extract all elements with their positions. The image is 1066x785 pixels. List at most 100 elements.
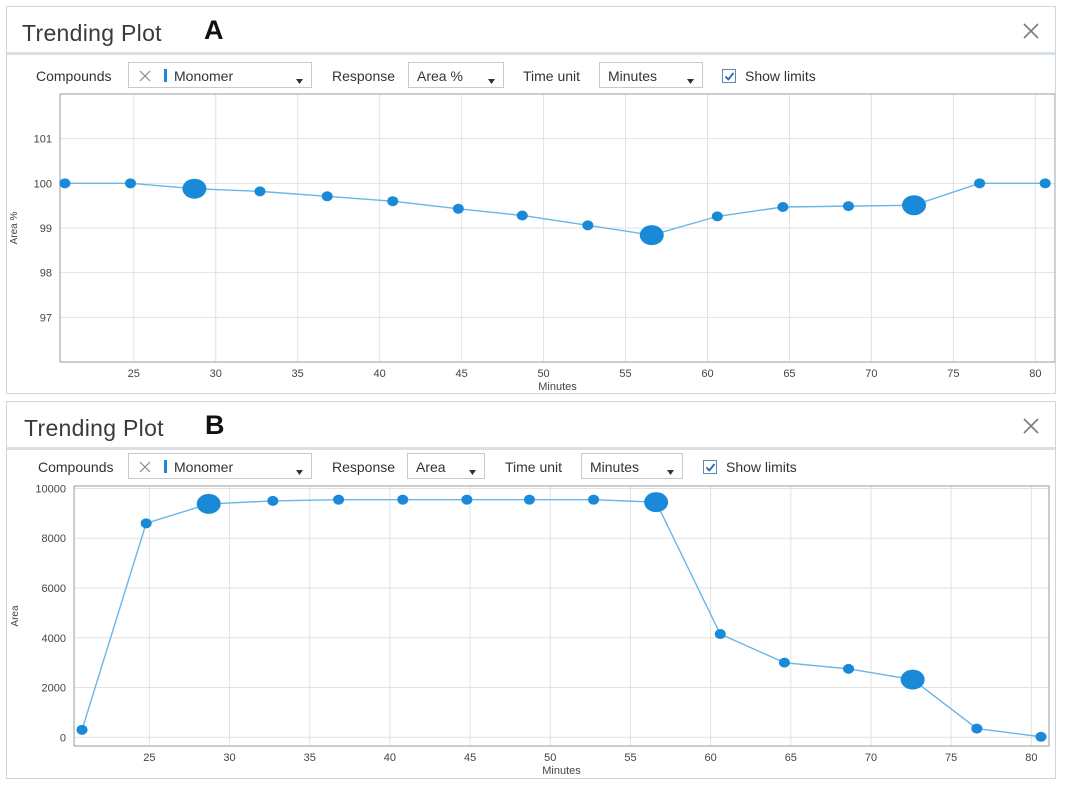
x-tick-label: 45 bbox=[455, 368, 467, 380]
y-tick-label: 100 bbox=[34, 178, 52, 190]
compounds-label: Compounds bbox=[38, 459, 114, 475]
x-tick-label: 40 bbox=[374, 368, 386, 380]
time-unit-select[interactable]: Minutes bbox=[599, 62, 703, 88]
response-select[interactable]: Area bbox=[407, 453, 485, 479]
remove-compound-icon[interactable] bbox=[139, 460, 151, 473]
plot-area-frame bbox=[59, 93, 1055, 363]
highlighted-data-point bbox=[182, 178, 207, 199]
data-point bbox=[1035, 731, 1047, 742]
y-tick-label: 101 bbox=[34, 134, 52, 146]
trending-chart-b: 25 30 35 40 45 50 55 60 65 70 75 80 0 2000 4000 6000 800… bbox=[10, 483, 1050, 777]
data-point bbox=[516, 210, 528, 221]
x-tick-label: 70 bbox=[865, 752, 877, 764]
show-limits-checkbox[interactable] bbox=[722, 69, 736, 83]
time-unit-value: Minutes bbox=[608, 68, 658, 84]
y-axis-title: Area bbox=[10, 605, 21, 627]
compound-value: Monomer bbox=[174, 68, 234, 84]
chevron-down-icon bbox=[487, 72, 496, 84]
time-unit-value: Minutes bbox=[590, 459, 640, 475]
x-tick-label: 65 bbox=[785, 752, 797, 764]
data-point bbox=[523, 494, 535, 505]
compounds-select[interactable]: Monomer bbox=[128, 453, 312, 479]
plot-area-frame bbox=[73, 485, 1050, 747]
trending-chart-a: 25 30 35 40 45 50 55 60 65 70 75 80 97 98 99 100 101 Minu… bbox=[9, 93, 1055, 393]
response-select[interactable]: Area % bbox=[408, 62, 504, 88]
chevron-down-icon bbox=[686, 72, 695, 84]
y-tick-label: 4000 bbox=[42, 633, 66, 645]
data-point bbox=[333, 494, 345, 505]
y-axis-title: Area % bbox=[9, 211, 20, 244]
show-limits-label: Show limits bbox=[745, 68, 816, 84]
panel-letter: B bbox=[205, 410, 225, 440]
panel-titlebar: Trending Plot B bbox=[7, 402, 1055, 450]
x-tick-label: 30 bbox=[210, 368, 222, 380]
trending-plot-panel-a: Trending Plot A Compounds Monomer Respon… bbox=[6, 6, 1056, 394]
highlighted-data-point bbox=[902, 195, 927, 216]
x-tick-label: 30 bbox=[223, 752, 235, 764]
x-tick-label: 75 bbox=[945, 752, 957, 764]
time-unit-label: Time unit bbox=[523, 68, 581, 84]
x-tick-label: 45 bbox=[464, 752, 476, 764]
series-color-swatch bbox=[164, 69, 167, 82]
data-point bbox=[267, 495, 279, 506]
plot-toolbar: Compounds Monomer Response Area Time uni… bbox=[7, 451, 1055, 481]
close-icon[interactable] bbox=[1021, 21, 1041, 41]
data-point bbox=[254, 186, 266, 197]
checkmark-icon bbox=[724, 72, 735, 81]
response-label: Response bbox=[332, 68, 396, 84]
remove-compound-icon[interactable] bbox=[139, 69, 151, 82]
checkmark-icon bbox=[705, 463, 716, 472]
x-tick-label: 80 bbox=[1025, 752, 1037, 764]
response-label: Response bbox=[332, 459, 396, 475]
data-point bbox=[59, 178, 71, 189]
response-value: Area % bbox=[417, 68, 463, 84]
x-tick-label: 50 bbox=[537, 368, 549, 380]
show-limits-label: Show limits bbox=[726, 459, 797, 475]
close-icon[interactable] bbox=[1021, 416, 1041, 436]
data-point bbox=[124, 178, 136, 189]
panel-title: Trending Plot bbox=[22, 20, 162, 46]
x-tick-label: 65 bbox=[783, 368, 795, 380]
compounds-select[interactable]: Monomer bbox=[128, 62, 312, 88]
x-axis-title: Minutes bbox=[542, 765, 581, 777]
plot-toolbar: Compounds Monomer Response Area % Time u… bbox=[7, 60, 1055, 90]
time-unit-select[interactable]: Minutes bbox=[581, 453, 683, 479]
highlighted-data-point bbox=[639, 225, 664, 246]
x-tick-label: 70 bbox=[865, 368, 877, 380]
series-color-swatch bbox=[164, 460, 167, 473]
data-point bbox=[971, 723, 983, 734]
y-tick-label: 97 bbox=[40, 312, 52, 324]
y-tick-label: 0 bbox=[60, 732, 66, 744]
data-point bbox=[1039, 178, 1051, 189]
x-tick-label: 50 bbox=[544, 752, 556, 764]
y-tick-label: 98 bbox=[40, 268, 52, 280]
data-point bbox=[582, 220, 594, 231]
x-tick-label: 60 bbox=[705, 752, 717, 764]
data-point bbox=[452, 203, 464, 214]
data-point bbox=[842, 201, 854, 212]
series-line bbox=[81, 498, 1042, 738]
x-tick-label: 25 bbox=[143, 752, 155, 764]
show-limits-checkbox[interactable] bbox=[703, 460, 717, 474]
data-point bbox=[140, 518, 152, 529]
y-tick-label: 99 bbox=[40, 223, 52, 235]
series-line bbox=[64, 182, 1046, 236]
data-point bbox=[588, 494, 600, 505]
x-tick-label: 55 bbox=[619, 368, 631, 380]
time-unit-label: Time unit bbox=[505, 459, 563, 475]
data-point bbox=[76, 724, 88, 735]
y-tick-label: 6000 bbox=[42, 583, 66, 595]
chevron-down-icon bbox=[295, 463, 304, 475]
compound-value: Monomer bbox=[174, 459, 234, 475]
panel-title: Trending Plot bbox=[24, 415, 164, 441]
trending-plot-panel-b: Trending Plot B Compounds Monomer Respon… bbox=[6, 401, 1056, 779]
x-tick-label: 80 bbox=[1029, 368, 1041, 380]
x-axis-title: Minutes bbox=[538, 381, 577, 393]
x-tick-label: 60 bbox=[701, 368, 713, 380]
x-tick-label: 35 bbox=[292, 368, 304, 380]
data-point bbox=[711, 211, 723, 222]
highlighted-data-point bbox=[644, 492, 669, 513]
chevron-down-icon bbox=[468, 463, 477, 475]
data-point bbox=[778, 657, 790, 668]
data-point bbox=[321, 191, 333, 202]
